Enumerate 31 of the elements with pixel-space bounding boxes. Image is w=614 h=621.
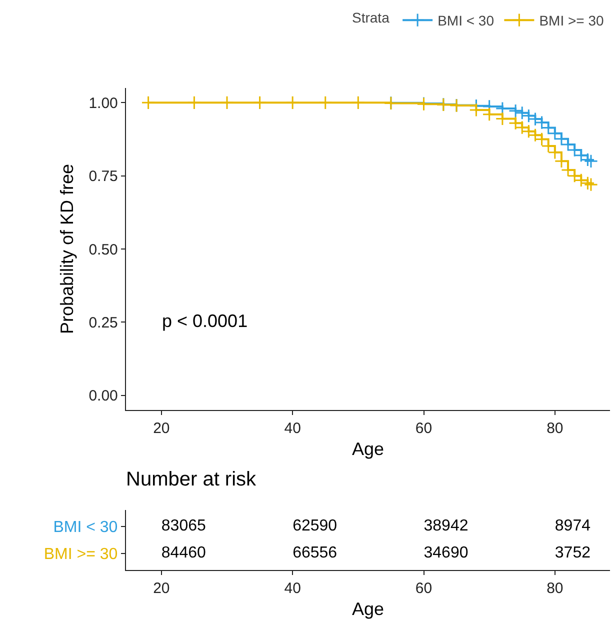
y-axis-title: Probability of KD free bbox=[56, 164, 77, 334]
x-tick-label: 40 bbox=[284, 420, 301, 438]
y-tick-label: 0.00 bbox=[88, 388, 118, 405]
x-tick-label: 20 bbox=[153, 580, 170, 598]
x-tick-label: 80 bbox=[546, 420, 564, 438]
y-tick-label: 0.25 bbox=[88, 314, 118, 332]
x-tick-label: 40 bbox=[284, 580, 301, 598]
data-label: 62590 bbox=[292, 517, 338, 534]
data-label: 3752 bbox=[554, 544, 591, 562]
x-tick-label: 60 bbox=[415, 420, 432, 438]
legend-title: Strata bbox=[352, 10, 390, 26]
x-tick-label: 80 bbox=[546, 580, 564, 598]
y-tick-label: 0.50 bbox=[88, 241, 118, 258]
data-label: 66556 bbox=[292, 544, 338, 562]
y-tick-label: BMI < 30 bbox=[53, 518, 118, 536]
data-label: 8974 bbox=[554, 517, 591, 534]
data-label: 84460 bbox=[161, 544, 206, 562]
legend-label: BMI < 30 bbox=[438, 12, 494, 29]
x-axis-title: Age bbox=[352, 439, 384, 460]
y-tick-label: BMI >= 30 bbox=[44, 546, 118, 564]
data-label: 38942 bbox=[424, 517, 468, 534]
chart-title: Number at risk bbox=[126, 468, 258, 490]
x-tick-label: 60 bbox=[415, 580, 432, 598]
y-tick-label: 0.75 bbox=[88, 168, 118, 186]
data-label: 83065 bbox=[161, 517, 206, 534]
annotation: p < 0.0001 bbox=[162, 311, 248, 331]
legend-label: BMI >= 30 bbox=[539, 12, 604, 29]
x-axis-title: Age bbox=[352, 599, 384, 620]
data-label: 34690 bbox=[424, 544, 468, 562]
x-tick-label: 20 bbox=[153, 420, 170, 438]
y-tick-label: 1.00 bbox=[88, 94, 118, 112]
